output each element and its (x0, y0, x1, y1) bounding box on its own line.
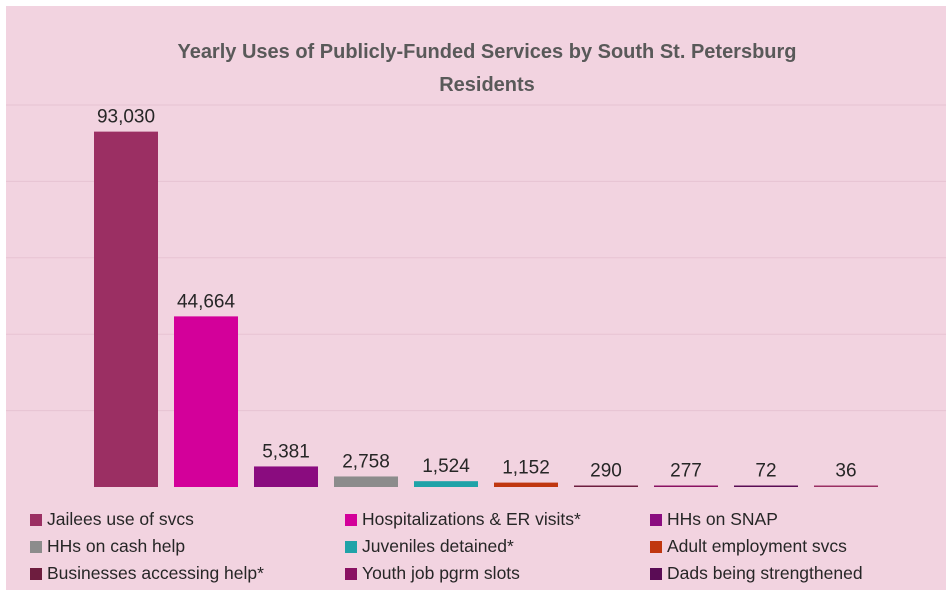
bar (94, 131, 158, 487)
data-label: 1,152 (502, 458, 550, 479)
chart-title-line-1: Yearly Uses of Publicly-Funded Services … (177, 41, 796, 63)
data-label: 277 (670, 461, 702, 482)
bar (254, 466, 318, 487)
data-label: 93,030 (97, 107, 155, 128)
chart-title-line-2: Residents (439, 74, 535, 96)
bars-group (94, 131, 878, 487)
data-label: 290 (590, 461, 622, 482)
bar (174, 316, 238, 487)
legend-swatch (30, 541, 42, 553)
legend-entry: Dads being strengthened (667, 563, 863, 583)
legend-entry: Jailees use of svcs (47, 509, 194, 529)
legend-entry: HHs on SNAP (667, 509, 778, 529)
legend-swatch (650, 514, 662, 526)
legend-swatch (30, 568, 42, 580)
legend-entry: Hospitalizations & ER visits* (362, 509, 581, 529)
data-label: 36 (835, 461, 856, 482)
legend-entry: Youth job pgrm slots (362, 563, 520, 583)
data-label: 5,381 (262, 441, 310, 462)
legend-swatch (650, 568, 662, 580)
data-label: 44,664 (177, 291, 236, 312)
bar (334, 476, 398, 487)
bar (734, 485, 798, 487)
legend-swatch (345, 541, 357, 553)
legend-entry: HHs on cash help (47, 536, 185, 556)
bar (414, 481, 478, 487)
legend-entry: Adult employment svcs (667, 536, 847, 556)
data-label: 1,524 (422, 456, 470, 477)
bar (814, 485, 878, 487)
legend-swatch (345, 568, 357, 580)
gridlines (6, 104, 946, 412)
legend-swatch (30, 514, 42, 526)
data-labels-group: 93,030 44,664 5,381 2,758 1,524 1,152 290 277 72… (97, 107, 857, 482)
legend-entry: Juveniles detained* (362, 536, 514, 556)
plot-background (6, 6, 946, 590)
legend-swatch (650, 541, 662, 553)
legend-entry: Businesses accessing help* (47, 563, 264, 583)
data-label: 72 (755, 461, 776, 482)
legend-swatch (345, 514, 357, 526)
legend: Jailees use of svcs Hospitalizations & ER… (30, 509, 863, 583)
data-label: 2,758 (342, 451, 390, 472)
bar (654, 485, 718, 487)
bar (574, 485, 638, 487)
bar (494, 482, 558, 487)
